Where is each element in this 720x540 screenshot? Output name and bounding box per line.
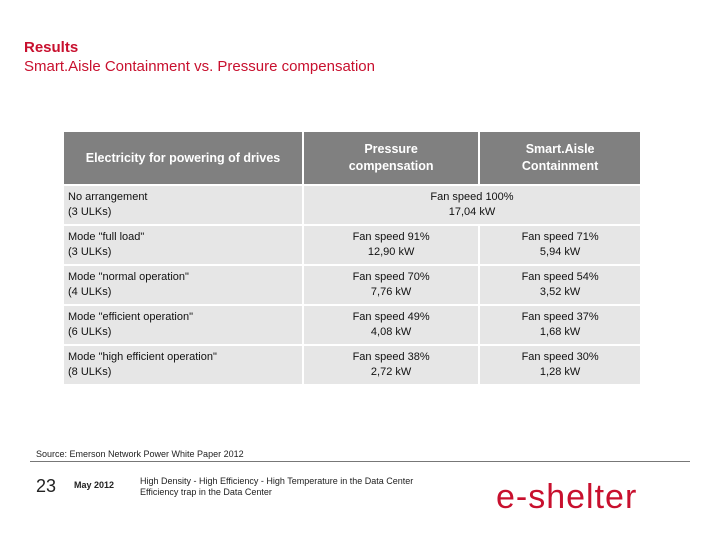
pressure-cell: Fan speed 49% 4,08 kW xyxy=(304,306,479,344)
footer-date: May 2012 xyxy=(74,480,115,490)
table-row: Mode "efficient operation" (6 ULKs) Fan … xyxy=(64,306,640,344)
title-line-2: Smart.Aisle Containment vs. Pressure com… xyxy=(24,58,375,75)
page-number: 23 xyxy=(36,476,57,496)
header-row: Electricity for powering of drives Press… xyxy=(64,132,640,184)
pressure-cell: Fan speed 91% 12,90 kW xyxy=(304,226,479,264)
smart-aisle-cell: Fan speed 30% 1,28 kW xyxy=(480,346,640,384)
header-smart-aisle: Smart.Aisle Containment xyxy=(480,132,640,184)
logo-graphic: e-shelter xyxy=(496,478,637,516)
title-line-1: Results xyxy=(24,39,79,56)
table-row: Mode "full load" (3 ULKs) Fan speed 91% … xyxy=(64,226,640,264)
comparison-table: Electricity for powering of drives Press… xyxy=(62,130,642,386)
row-label: No arrangement (3 ULKs) xyxy=(64,186,302,224)
smart-aisle-cell: Fan speed 71% 5,94 kW xyxy=(480,226,640,264)
table-row: Mode "high efficient operation" (8 ULKs)… xyxy=(64,346,640,384)
header-pressure-compensation: Pressure compensation xyxy=(304,132,479,184)
footer-text: High Density - High Efficiency - High Te… xyxy=(140,476,413,498)
slide-title: Results Smart.Aisle Containment vs. Pres… xyxy=(24,38,375,76)
footer-divider xyxy=(30,461,690,462)
smart-aisle-cell: Fan speed 54% 3,52 kW xyxy=(480,266,640,304)
row-label: Mode "normal operation" (4 ULKs) xyxy=(64,266,302,304)
logo-wordmark: e-shelter xyxy=(496,478,637,516)
row-label: Mode "efficient operation" (6 ULKs) xyxy=(64,306,302,344)
footer-line-1: High Density - High Efficiency - High Te… xyxy=(140,476,414,486)
pressure-cell: Fan speed 38% 2,72 kW xyxy=(304,346,479,384)
row-label: Mode "full load" (3 ULKs) xyxy=(64,226,302,264)
source-note: Source: Emerson Network Power White Pape… xyxy=(36,449,244,459)
smart-aisle-cell: Fan speed 37% 1,68 kW xyxy=(480,306,640,344)
pressure-cell: Fan speed 70% 7,76 kW xyxy=(304,266,479,304)
table-row: No arrangement (3 ULKs) Fan speed 100% 1… xyxy=(64,186,640,224)
merged-value-cell: Fan speed 100% 17,04 kW xyxy=(304,186,640,224)
row-label: Mode "high efficient operation" (8 ULKs) xyxy=(64,346,302,384)
table-row: Mode "normal operation" (4 ULKs) Fan spe… xyxy=(64,266,640,304)
header-drives: Electricity for powering of drives xyxy=(64,132,302,184)
e-shelter-logo: e-shelter xyxy=(496,478,692,523)
footer-line-2: Efficiency trap in the Data Center xyxy=(140,487,272,497)
